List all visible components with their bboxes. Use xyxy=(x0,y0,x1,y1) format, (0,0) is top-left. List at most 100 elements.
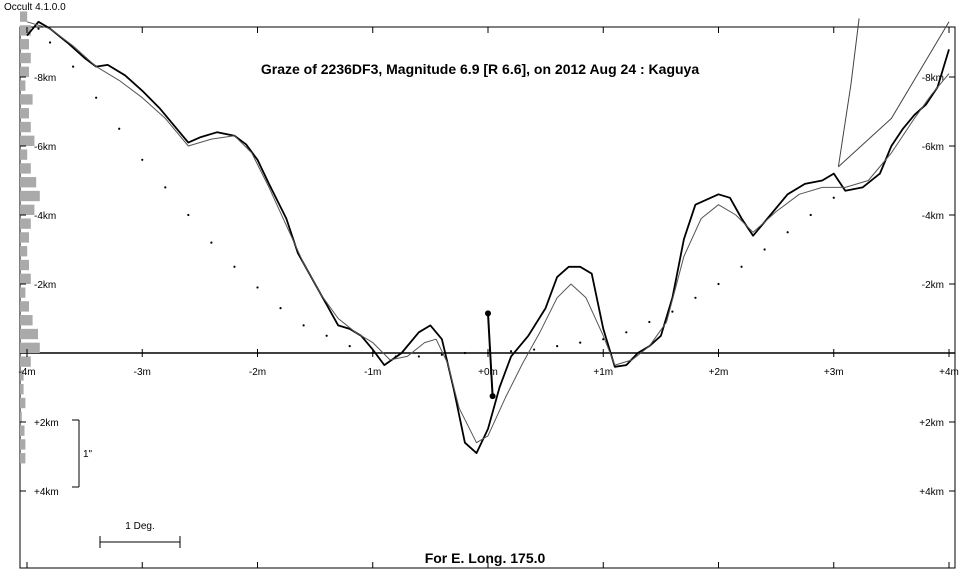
histogram-bar xyxy=(20,342,40,353)
limit-lines xyxy=(837,18,950,168)
limit-dot xyxy=(95,96,98,99)
x-tick-label: -4m xyxy=(18,367,35,378)
histogram-bar xyxy=(20,25,31,36)
y-axis-ticks: -8km -8km -6km -6km -4km -4km -2km -2km +2km +2km… xyxy=(20,73,955,498)
limit-dot xyxy=(533,348,536,351)
limit-line xyxy=(837,18,860,167)
histogram-bar xyxy=(20,149,28,160)
histogram-bar xyxy=(20,273,31,284)
longitude-label: For E. Long. 175.0 xyxy=(425,550,546,566)
histogram-bar xyxy=(20,11,28,22)
histogram-bar xyxy=(20,301,29,312)
limit-dot xyxy=(348,345,351,348)
motion-marker-end xyxy=(489,393,496,400)
side-histogram xyxy=(20,11,40,464)
limit-dot xyxy=(463,351,467,355)
motion-marker-start xyxy=(485,310,491,317)
limit-dot xyxy=(556,345,559,348)
x-tick-label: -2m xyxy=(249,367,266,378)
limit-dot xyxy=(164,186,167,189)
limit-dot xyxy=(694,296,697,299)
y-tick-label-right: -4km xyxy=(922,211,944,222)
histogram-bar xyxy=(20,52,31,64)
limit-dot xyxy=(302,324,305,327)
limit-dot xyxy=(417,355,420,358)
degree-scale-bar: 1 Deg. xyxy=(99,521,181,548)
limit-dot xyxy=(717,282,720,286)
histogram-bar xyxy=(20,190,40,202)
x-tick-label: +1m xyxy=(593,367,613,378)
motion-marker-line xyxy=(487,313,494,397)
histogram-bar xyxy=(20,163,31,174)
limit-dot xyxy=(118,127,121,130)
limit-dot xyxy=(72,65,75,68)
y-tick-label-right: -6km xyxy=(922,142,944,153)
limit-dot xyxy=(279,307,282,310)
x-tick-label: +2m xyxy=(709,367,729,378)
limit-dot xyxy=(233,265,236,268)
limit-dot xyxy=(671,310,674,313)
histogram-bar xyxy=(20,246,28,257)
limit-dot xyxy=(440,353,443,356)
limit-dot xyxy=(325,334,328,337)
limit-dot xyxy=(832,196,835,199)
histogram-bar xyxy=(20,80,26,91)
x-tick-label: -3m xyxy=(134,367,151,378)
smoothed-profile-line xyxy=(26,21,950,444)
limit-dot xyxy=(786,231,789,234)
histogram-bar xyxy=(20,425,25,436)
histogram-bar xyxy=(20,259,29,271)
arcsec-scale-bar: 1" xyxy=(72,419,93,488)
limit-dot xyxy=(579,341,582,344)
histogram-bar xyxy=(20,135,35,146)
y-tick-label-right: +2km xyxy=(919,418,944,429)
y-tick-label-right: -8km xyxy=(922,73,944,84)
histogram-bar xyxy=(20,94,33,105)
degree-scale-label: 1 Deg. xyxy=(125,521,154,532)
y-tick-label-left: +4km xyxy=(34,487,59,498)
chart-title: Graze of 2236DF3, Magnitude 6.9 [R 6.6],… xyxy=(261,61,699,77)
limit-dot xyxy=(602,338,605,341)
limit-dot xyxy=(48,41,52,44)
profile-series xyxy=(26,20,950,454)
motion-marker xyxy=(485,310,496,400)
histogram-bar xyxy=(20,218,31,229)
y-tick-label-left: -8km xyxy=(34,73,56,84)
x-axis-ticks: -4m -3m -2m -1m +0m +1m +2m +3m +4m xyxy=(18,27,959,568)
y-tick-label-right: +4km xyxy=(919,487,944,498)
histogram-bar xyxy=(20,66,29,77)
limit-dot xyxy=(509,350,513,353)
x-tick-label: +3m xyxy=(824,367,844,378)
histogram-bar xyxy=(20,453,26,464)
x-tick-label: +4m xyxy=(939,367,959,378)
y-tick-label-left: -4km xyxy=(34,211,56,222)
limit-dot xyxy=(763,248,766,251)
arcsec-scale-label: 1" xyxy=(83,449,93,460)
y-tick-label-right: -2km xyxy=(922,280,944,291)
limit-dot xyxy=(210,241,213,244)
histogram-bar xyxy=(20,384,24,395)
dotted-limit-line xyxy=(37,27,835,358)
y-tick-label-left: -2km xyxy=(34,280,56,291)
histogram-bar xyxy=(20,108,29,119)
histogram-bar xyxy=(20,232,29,243)
histogram-bar xyxy=(20,204,35,215)
limit-line xyxy=(838,21,950,168)
histogram-bar xyxy=(20,328,38,340)
app-title: Occult 4.1.0.0 xyxy=(4,2,66,13)
limit-dot xyxy=(141,158,144,161)
limit-dot xyxy=(625,331,628,334)
histogram-bar xyxy=(20,39,29,50)
limit-dot xyxy=(809,213,812,217)
detailed-profile-line xyxy=(26,20,950,454)
histogram-bar xyxy=(20,121,31,133)
x-tick-label: +0m xyxy=(478,367,498,378)
histogram-bar xyxy=(20,411,22,422)
limit-dot xyxy=(740,265,743,268)
limit-dot xyxy=(648,320,651,324)
limit-dot xyxy=(371,351,374,355)
histogram-bar xyxy=(20,177,37,188)
histogram-bar xyxy=(20,315,33,326)
histogram-bar xyxy=(20,397,26,409)
